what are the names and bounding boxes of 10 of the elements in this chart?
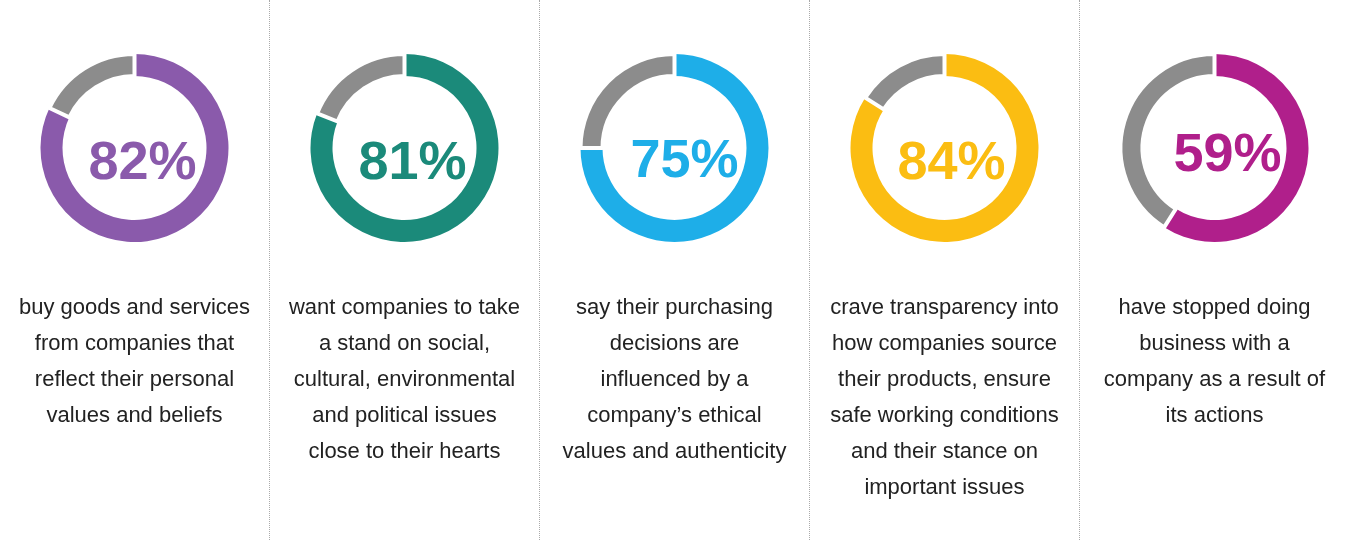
data-label: 75% bbox=[630, 128, 739, 188]
data-label: 59% bbox=[1173, 122, 1282, 182]
data-label: 82% bbox=[88, 130, 197, 190]
text: buy goods and services from companies that reflect their personal values and beliefs bbox=[18, 293, 251, 429]
text: say their purchasing decisions are influenced by a company’s ethical values and authenticity bbox=[561, 293, 788, 465]
text: crave transparency into how companies source their products, ensure safe working conditions and their stance on important issues bbox=[829, 293, 1060, 501]
text: want companies to take a stand on social, cultural, environmental and political issues close to their hearts bbox=[288, 293, 521, 465]
data-label: 81% bbox=[358, 130, 467, 190]
text: have stopped doing business with a company as a result of its actions bbox=[1102, 293, 1327, 429]
data-label: 84% bbox=[897, 130, 1006, 190]
